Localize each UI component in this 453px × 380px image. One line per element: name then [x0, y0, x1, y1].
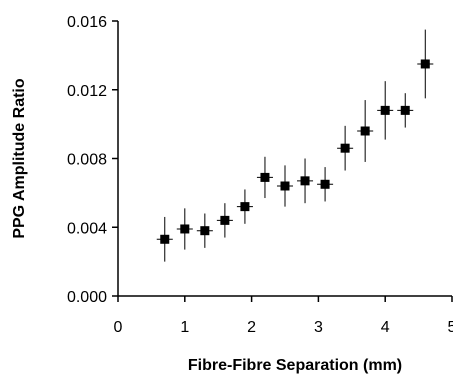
y-axis-title: PPG Amplitude Ratio — [11, 78, 28, 239]
point-marker — [260, 172, 270, 182]
y-tick-label: 0.016 — [67, 14, 107, 31]
data-point — [236, 189, 253, 224]
data-point — [297, 158, 314, 204]
data-point — [196, 213, 213, 248]
point-marker — [300, 176, 310, 186]
y-axis-ticks — [112, 20, 118, 297]
data-point — [417, 29, 434, 99]
y-tick-label: 0.008 — [67, 152, 107, 169]
data-point — [357, 100, 374, 162]
point-marker — [160, 234, 170, 244]
point-marker — [180, 224, 190, 234]
data-point — [337, 125, 354, 171]
x-tick-label: 2 — [247, 319, 256, 336]
y-tick-label: 0.004 — [67, 220, 107, 237]
data-point — [156, 216, 173, 262]
data-point — [176, 208, 193, 250]
data-point — [397, 93, 414, 128]
point-marker — [400, 105, 410, 115]
y-tick-label: 0.000 — [67, 289, 107, 306]
y-tick-label: 0.012 — [67, 83, 107, 100]
point-marker — [320, 179, 330, 189]
x-tick-label: 3 — [314, 319, 323, 336]
point-marker — [220, 215, 230, 225]
y-axis-tick-labels: 0.000 0.004 0.008 0.012 0.016 — [67, 14, 107, 306]
x-axis-tick-labels: 0 1 2 3 4 5 — [114, 319, 453, 336]
point-marker — [380, 105, 390, 115]
data-point — [216, 203, 233, 238]
x-axis-ticks — [117, 296, 453, 302]
data-point — [377, 81, 394, 140]
data-point — [256, 156, 273, 199]
point-marker — [420, 59, 430, 69]
x-axis-title: Fibre-Fibre Separation (mm) — [188, 357, 402, 374]
point-marker — [200, 226, 210, 236]
point-marker — [280, 181, 290, 191]
data-point — [276, 165, 294, 207]
data-points — [156, 29, 434, 262]
x-tick-label: 1 — [180, 319, 189, 336]
x-tick-label: 5 — [448, 319, 453, 336]
data-point — [317, 167, 334, 202]
point-marker — [340, 143, 350, 153]
point-marker — [360, 126, 370, 136]
x-tick-label: 0 — [114, 319, 123, 336]
point-marker — [240, 202, 250, 212]
x-tick-label: 4 — [381, 319, 390, 336]
